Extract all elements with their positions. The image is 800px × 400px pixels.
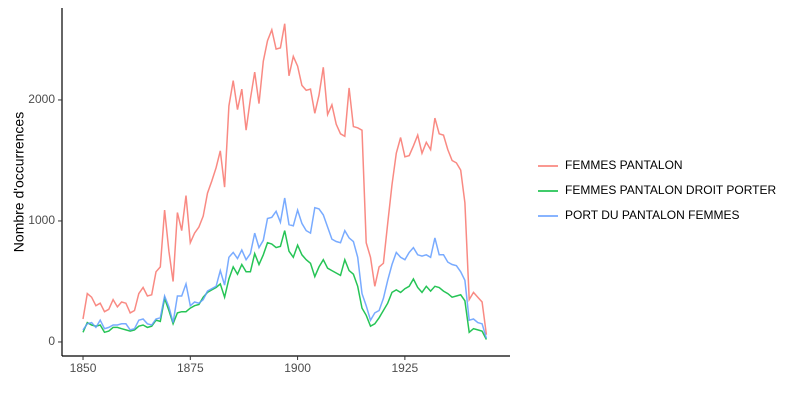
x-tick-label: 1875 bbox=[177, 361, 204, 375]
y-axis-title: Nombre d'occurrences bbox=[11, 112, 27, 252]
x-tick-label: 1900 bbox=[284, 361, 311, 375]
y-tick-label: 2000 bbox=[28, 92, 55, 106]
y-tick-label: 0 bbox=[48, 334, 55, 348]
series-line bbox=[82, 230, 488, 340]
y-tick-label: 1000 bbox=[28, 213, 55, 227]
x-tick-label: 1925 bbox=[392, 361, 419, 375]
legend-label: FEMMES PANTALON bbox=[565, 158, 683, 172]
x-tick-label: 1850 bbox=[70, 361, 97, 375]
series-line bbox=[82, 197, 488, 339]
series-line bbox=[82, 23, 488, 335]
legend-label: FEMMES PANTALON DROIT PORTER bbox=[565, 183, 776, 197]
legend-label: PORT DU PANTALON FEMMES bbox=[565, 208, 739, 222]
